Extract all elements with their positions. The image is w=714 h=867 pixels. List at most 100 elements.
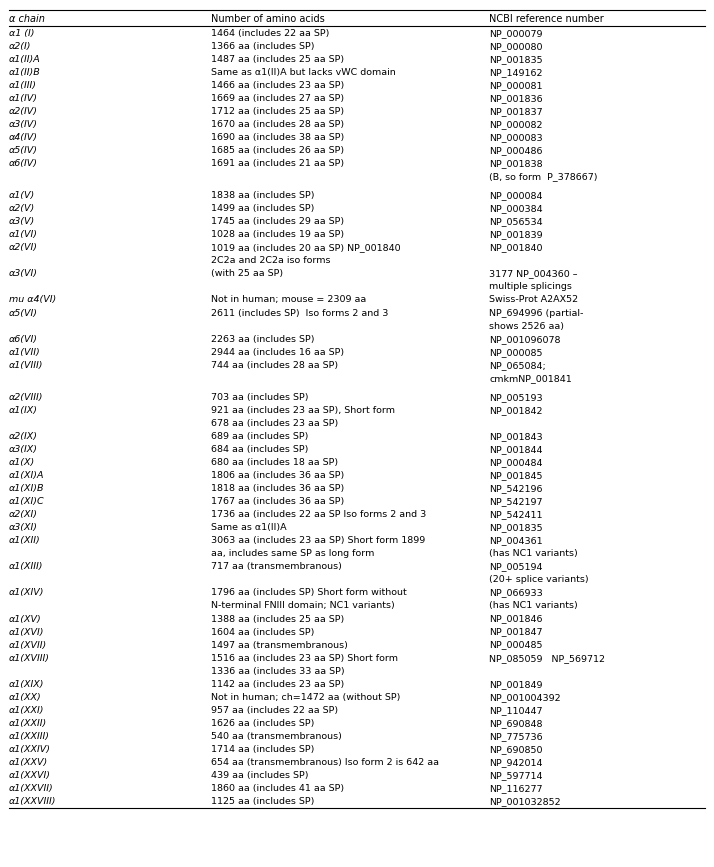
Text: 1366 aa (includes SP): 1366 aa (includes SP) <box>211 42 314 50</box>
Text: 703 aa (includes SP): 703 aa (includes SP) <box>211 393 308 401</box>
Text: α1(XVI): α1(XVI) <box>9 628 44 636</box>
Text: α1(II)A: α1(II)A <box>9 55 40 64</box>
Text: α4(IV): α4(IV) <box>9 133 38 142</box>
Text: Swiss-Prot A2AX52: Swiss-Prot A2AX52 <box>489 296 578 304</box>
Text: NP_001096078: NP_001096078 <box>489 335 560 343</box>
Text: NP_001835: NP_001835 <box>489 523 543 532</box>
Text: Not in human; ch=1472 aa (without SP): Not in human; ch=1472 aa (without SP) <box>211 693 400 701</box>
Text: 717 aa (transmembranous): 717 aa (transmembranous) <box>211 563 341 571</box>
Text: 2C2a and 2C2a iso forms: 2C2a and 2C2a iso forms <box>211 257 330 265</box>
Text: NP_597714: NP_597714 <box>489 771 543 780</box>
Text: N-terminal FNIII domain; NC1 variants): N-terminal FNIII domain; NC1 variants) <box>211 602 394 610</box>
Text: α2(VIII): α2(VIII) <box>9 393 43 401</box>
Text: NP_005193: NP_005193 <box>489 393 543 401</box>
Text: NP_001835: NP_001835 <box>489 55 543 64</box>
Text: 1125 aa (includes SP): 1125 aa (includes SP) <box>211 797 314 806</box>
Text: NP_149162: NP_149162 <box>489 68 543 77</box>
Text: α3(V): α3(V) <box>9 218 35 226</box>
Text: 1626 aa (includes SP): 1626 aa (includes SP) <box>211 719 314 728</box>
Text: NP_004361: NP_004361 <box>489 536 543 545</box>
Text: α3(XI): α3(XI) <box>9 523 38 532</box>
Text: 1714 aa (includes SP): 1714 aa (includes SP) <box>211 745 314 754</box>
Text: α5(IV): α5(IV) <box>9 146 38 155</box>
Text: NP_001849: NP_001849 <box>489 680 543 688</box>
Text: 3063 aa (includes 23 aa SP) Short form 1899: 3063 aa (includes 23 aa SP) Short form 1… <box>211 536 425 545</box>
Text: (with 25 aa SP): (with 25 aa SP) <box>211 270 283 278</box>
Text: α1(II)B: α1(II)B <box>9 68 40 77</box>
Text: NP_775736: NP_775736 <box>489 732 543 741</box>
Text: α3(VI): α3(VI) <box>9 270 38 278</box>
Text: α1(III): α1(III) <box>9 81 36 90</box>
Text: 1497 aa (transmembranous): 1497 aa (transmembranous) <box>211 641 348 649</box>
Text: 1860 aa (includes 41 aa SP): 1860 aa (includes 41 aa SP) <box>211 784 343 793</box>
Text: NP_085059   NP_569712: NP_085059 NP_569712 <box>489 654 605 662</box>
Text: NP_542196: NP_542196 <box>489 484 543 493</box>
Text: NP_690848: NP_690848 <box>489 719 543 728</box>
Text: 1806 aa (includes 36 aa SP): 1806 aa (includes 36 aa SP) <box>211 471 344 480</box>
Text: 2611 (includes SP)  Iso forms 2 and 3: 2611 (includes SP) Iso forms 2 and 3 <box>211 309 388 317</box>
Text: α2(XI): α2(XI) <box>9 510 38 519</box>
Text: 921 aa (includes 23 aa SP), Short form: 921 aa (includes 23 aa SP), Short form <box>211 406 395 414</box>
Text: 540 aa (transmembranous): 540 aa (transmembranous) <box>211 732 341 741</box>
Text: NP_542197: NP_542197 <box>489 497 543 506</box>
Text: α1(XI)C: α1(XI)C <box>9 497 44 506</box>
Text: 1670 aa (includes 28 aa SP): 1670 aa (includes 28 aa SP) <box>211 120 343 129</box>
Text: 1712 aa (includes 25 aa SP): 1712 aa (includes 25 aa SP) <box>211 107 343 116</box>
Text: 1838 aa (includes SP): 1838 aa (includes SP) <box>211 191 314 200</box>
Text: 1745 aa (includes 29 aa SP): 1745 aa (includes 29 aa SP) <box>211 218 343 226</box>
Text: NP_000079: NP_000079 <box>489 29 543 37</box>
Text: NP_001839: NP_001839 <box>489 231 543 239</box>
Text: NP_000081: NP_000081 <box>489 81 543 90</box>
Text: multiple splicings: multiple splicings <box>489 283 572 291</box>
Text: α1(XXVIII): α1(XXVIII) <box>9 797 56 806</box>
Text: α1 (I): α1 (I) <box>9 29 34 37</box>
Text: 1516 aa (includes 23 aa SP) Short form: 1516 aa (includes 23 aa SP) Short form <box>211 654 398 662</box>
Text: NP_110447: NP_110447 <box>489 706 543 715</box>
Text: 1142 aa (includes 23 aa SP): 1142 aa (includes 23 aa SP) <box>211 680 344 688</box>
Text: 1466 aa (includes 23 aa SP): 1466 aa (includes 23 aa SP) <box>211 81 344 90</box>
Text: α1(VIII): α1(VIII) <box>9 361 43 369</box>
Text: α5(VI): α5(VI) <box>9 309 38 317</box>
Text: Not in human; mouse = 2309 aa: Not in human; mouse = 2309 aa <box>211 296 366 304</box>
Text: 744 aa (includes 28 aa SP): 744 aa (includes 28 aa SP) <box>211 361 338 369</box>
Text: NP_001842: NP_001842 <box>489 406 543 414</box>
Text: (20+ splice variants): (20+ splice variants) <box>489 576 589 584</box>
Text: NP_001004392: NP_001004392 <box>489 693 560 701</box>
Text: 3177 NP_004360 –: 3177 NP_004360 – <box>489 270 578 278</box>
Text: NP_056534: NP_056534 <box>489 218 543 226</box>
Text: α2(IX): α2(IX) <box>9 432 38 440</box>
Text: α1(X): α1(X) <box>9 458 35 467</box>
Text: α1(XII): α1(XII) <box>9 536 40 545</box>
Text: 654 aa (transmembranous) Iso form 2 is 642 aa: 654 aa (transmembranous) Iso form 2 is 6… <box>211 758 438 767</box>
Text: NP_001846: NP_001846 <box>489 615 543 623</box>
Text: 1796 aa (includes SP) Short form without: 1796 aa (includes SP) Short form without <box>211 589 406 597</box>
Text: NP_065084;: NP_065084; <box>489 361 545 369</box>
Text: α1(XXVI): α1(XXVI) <box>9 771 51 780</box>
Text: NP_116277: NP_116277 <box>489 784 543 793</box>
Text: α1(IV): α1(IV) <box>9 94 38 103</box>
Text: aa, includes same SP as long form: aa, includes same SP as long form <box>211 550 374 558</box>
Text: NP_000384: NP_000384 <box>489 204 543 213</box>
Text: NP_000485: NP_000485 <box>489 641 543 649</box>
Text: NP_066933: NP_066933 <box>489 589 543 597</box>
Text: NP_001032852: NP_001032852 <box>489 797 560 806</box>
Text: α1(XIV): α1(XIV) <box>9 589 44 597</box>
Text: Same as α1(II)A: Same as α1(II)A <box>211 523 286 532</box>
Text: 2263 aa (includes SP): 2263 aa (includes SP) <box>211 335 314 343</box>
Text: NP_001844: NP_001844 <box>489 445 543 454</box>
Text: α1(XI)A: α1(XI)A <box>9 471 44 480</box>
Text: 1464 (includes 22 aa SP): 1464 (includes 22 aa SP) <box>211 29 329 37</box>
Text: (has NC1 variants): (has NC1 variants) <box>489 602 578 610</box>
Text: α2(V): α2(V) <box>9 204 35 213</box>
Text: 1691 aa (includes 21 aa SP): 1691 aa (includes 21 aa SP) <box>211 160 343 168</box>
Text: 1685 aa (includes 26 aa SP): 1685 aa (includes 26 aa SP) <box>211 146 343 155</box>
Text: NP_000484: NP_000484 <box>489 458 543 467</box>
Text: NP_000486: NP_000486 <box>489 146 543 155</box>
Text: (has NC1 variants): (has NC1 variants) <box>489 550 578 558</box>
Text: α2(IV): α2(IV) <box>9 107 38 116</box>
Text: α3(IV): α3(IV) <box>9 120 38 129</box>
Text: mu α4(VI): mu α4(VI) <box>9 296 56 304</box>
Text: 1690 aa (includes 38 aa SP): 1690 aa (includes 38 aa SP) <box>211 133 344 142</box>
Text: α1(XXV): α1(XXV) <box>9 758 48 767</box>
Text: α chain: α chain <box>9 14 44 24</box>
